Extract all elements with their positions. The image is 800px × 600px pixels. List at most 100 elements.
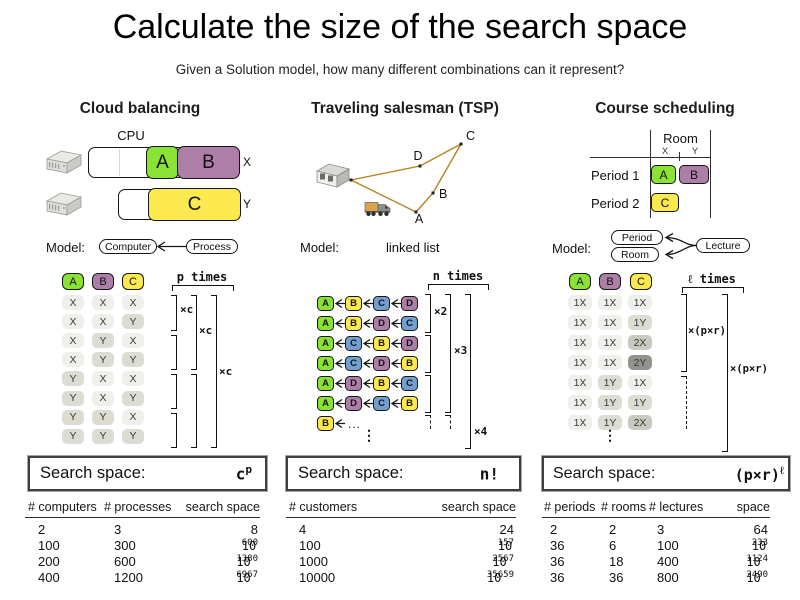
table-cell: 10 6967 — [236, 570, 258, 585]
left-arrow-icon — [390, 318, 401, 329]
cloud-table: # computers # processes search space 2 3 8 100… — [25, 498, 260, 586]
left-arrow-icon — [362, 298, 373, 309]
course-model-label: Model: — [552, 241, 592, 256]
combo-cell: Y — [62, 390, 84, 406]
left-arrow-icon — [334, 318, 345, 329]
table-cell: 2 — [609, 522, 617, 537]
chain-node: A — [317, 376, 334, 391]
tsp-map: A B C D — [315, 129, 475, 226]
combo-cell: 1X — [568, 415, 592, 430]
combo-cell: 1Y — [598, 415, 622, 430]
combo-cell: 1X — [598, 355, 622, 370]
computer-x-label: X — [243, 155, 252, 169]
table-cell: 10 35659 — [486, 570, 514, 585]
combo-cell: X — [62, 295, 84, 310]
left-arrow-icon — [362, 398, 373, 409]
combo-row: 1X 1X 1Y — [568, 315, 652, 330]
times-label: p times — [176, 270, 228, 284]
table-cell: 10 2567 — [492, 554, 514, 569]
column-header: # lectures — [649, 500, 704, 514]
course-table: # periods # rooms # lectures space 2 2 3 64 36 6 1… — [542, 498, 770, 586]
combo-row: 1X 1Y 2X — [568, 415, 652, 430]
table-cell: 10000 — [299, 570, 336, 585]
left-arrow-icon — [390, 378, 401, 389]
search-space-label: Search space: — [298, 464, 404, 482]
combo-cell: X — [122, 409, 144, 425]
chain-node: C — [345, 336, 362, 351]
combo-cell: 1Y — [628, 395, 652, 410]
chain-node: B — [373, 376, 390, 391]
chain-node: A — [317, 296, 334, 311]
variable-badge: C — [122, 273, 144, 290]
page-title: Calculate the size of the search space — [112, 8, 688, 46]
chain-row: B... — [317, 416, 361, 431]
left-arrow-icon — [334, 418, 345, 429]
tsp-search-space-box: Search space: n! — [285, 455, 522, 492]
multiplier-label: ×3 — [454, 344, 468, 357]
column-header: space — [736, 500, 770, 514]
multiplier-label: ×c — [180, 303, 194, 316]
course-formula: (p×r)ℓ — [734, 463, 784, 484]
column-header: # processes — [104, 500, 172, 514]
table-cell: 800 — [657, 570, 679, 585]
bracket — [425, 294, 431, 333]
table-rule — [286, 517, 516, 518]
chain-node: B — [401, 356, 418, 371]
table-row: 400 1200 10 6967 — [25, 569, 260, 585]
lecture-block: C — [651, 193, 679, 212]
combo-cell: 1X — [568, 355, 592, 370]
timetable-gridline — [590, 157, 711, 159]
table-cell: 8 — [250, 522, 258, 537]
tsp-model-label: Model: — [300, 240, 340, 255]
bracket — [681, 294, 687, 372]
building-icon — [315, 163, 351, 188]
computer-y-label: Y — [243, 197, 252, 211]
multiplier-label: ×(p×r) — [688, 325, 726, 337]
bracket — [171, 374, 177, 409]
combo-cell: 1X — [628, 375, 652, 390]
left-arrow-icon — [334, 378, 345, 389]
course-search-space-box: Search space: (p×r)ℓ — [541, 455, 791, 492]
table-row: 36 18 400 10 1124 — [542, 553, 770, 569]
bracket-dashed — [681, 376, 687, 429]
room-y-label: Y — [691, 146, 699, 157]
lecture-block: A — [651, 165, 676, 184]
search-space-label: Search space: — [40, 464, 146, 482]
table-cell: 400 — [38, 570, 60, 585]
table-cell: 4 — [299, 522, 307, 537]
combo-cell: Y — [92, 333, 114, 349]
chain-node: A — [317, 316, 334, 331]
combo-cell: X — [92, 295, 114, 310]
chain-node: C — [345, 356, 362, 371]
model-arrows — [664, 232, 697, 260]
left-arrow-icon — [334, 338, 345, 349]
multiplier-label: ×c — [219, 365, 233, 378]
times-label: ℓ times — [688, 272, 736, 286]
table-row: 200 600 10 1380 — [25, 553, 260, 569]
variable-badge: B — [599, 273, 621, 290]
chain-node: D — [373, 356, 390, 371]
table-row: 1000 10 2567 — [286, 553, 516, 569]
multiplier-label: ×(p×r) — [730, 363, 768, 375]
combo-cell: Y — [62, 428, 84, 444]
combo-cell: Y — [92, 409, 114, 425]
combo-cell: X — [62, 352, 84, 368]
bracket — [211, 295, 217, 448]
variable-badge: B — [92, 273, 114, 290]
table-row: 2 3 8 — [25, 521, 260, 537]
course-heading: Course scheduling — [595, 100, 735, 117]
left-arrow-icon — [156, 241, 187, 252]
left-arrow-icon — [362, 318, 373, 329]
chain-node: A — [317, 356, 334, 371]
chain-node: C — [373, 296, 390, 311]
table-cell: 10 2490 — [746, 570, 768, 585]
table-rule — [25, 517, 260, 518]
room-entity-pill: Room — [611, 247, 659, 262]
table-row: 100 10 157 — [286, 537, 516, 553]
times-label: n times — [432, 269, 484, 283]
